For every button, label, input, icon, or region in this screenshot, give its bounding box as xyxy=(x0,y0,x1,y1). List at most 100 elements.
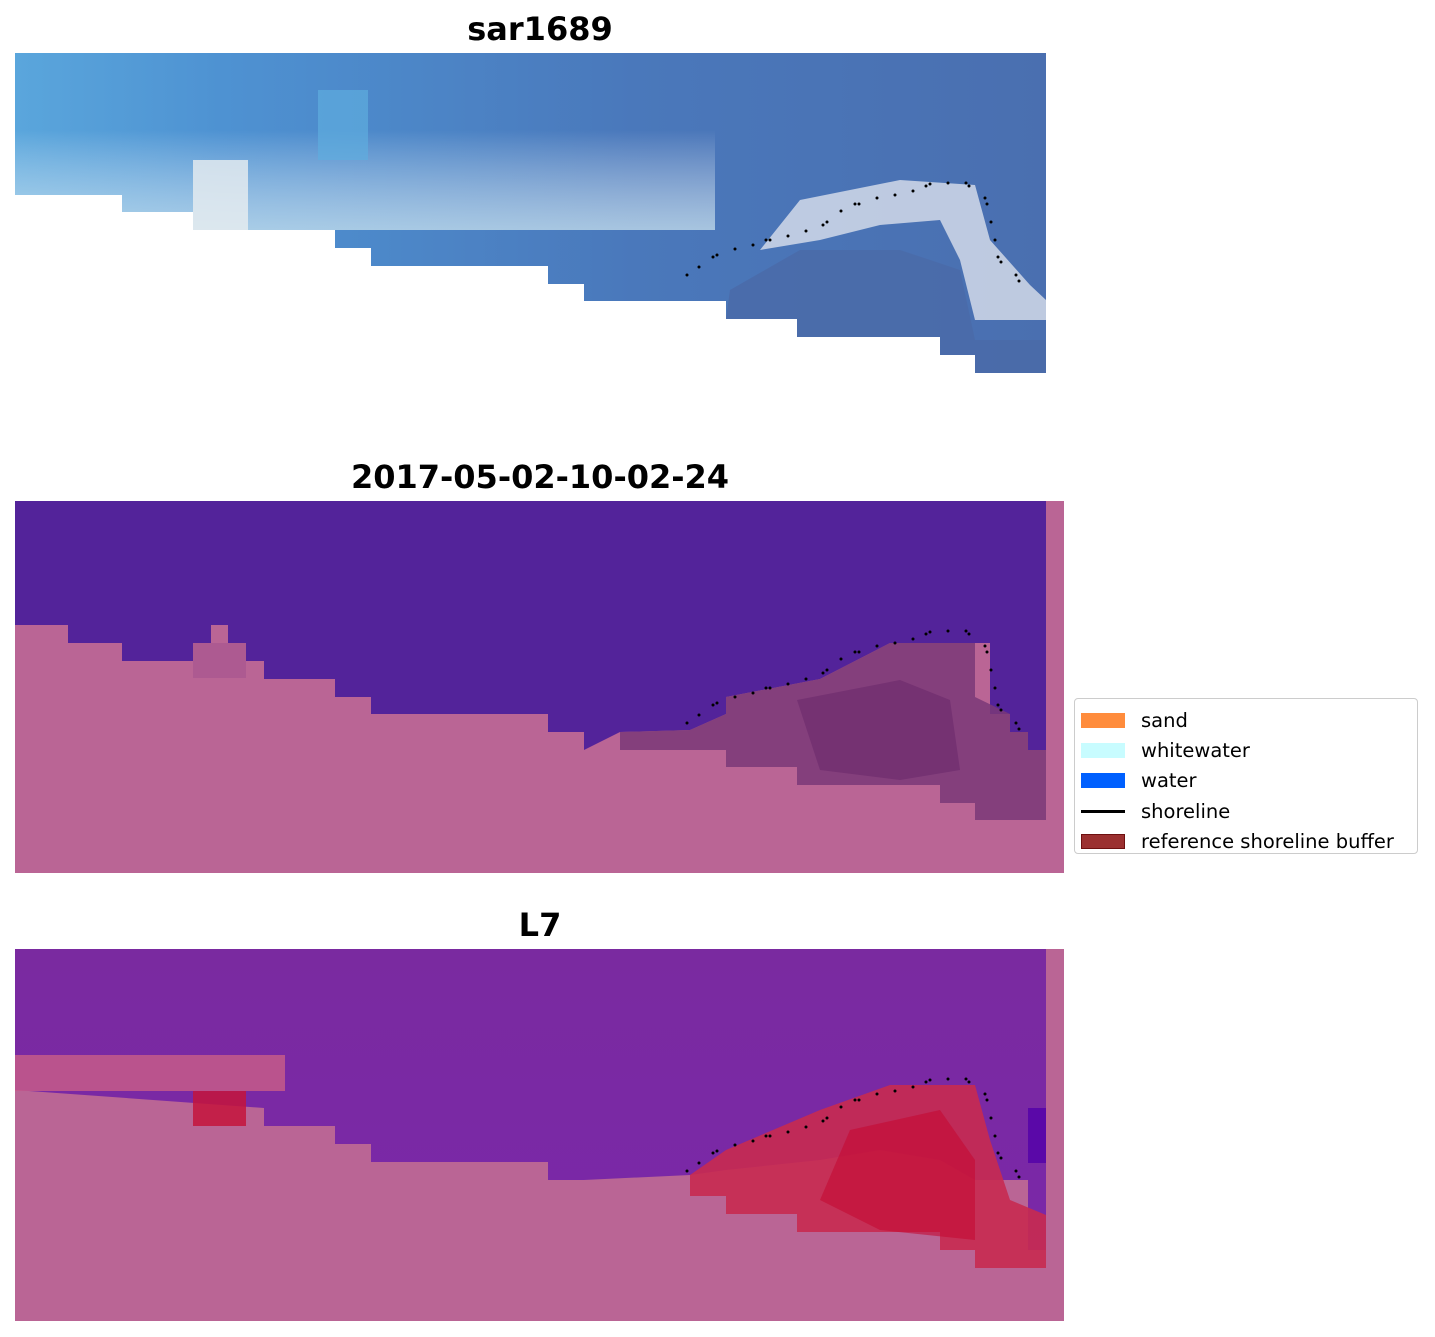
classified-image xyxy=(15,501,1064,873)
shoreline-point xyxy=(911,637,915,641)
water-swatch xyxy=(1081,773,1125,789)
shoreline-point xyxy=(697,713,701,717)
shoreline-point xyxy=(733,247,737,251)
shoreline-point xyxy=(1014,273,1018,277)
shoreline-point xyxy=(875,644,879,648)
no-data-region xyxy=(15,195,975,373)
shoreline-point xyxy=(1017,727,1021,731)
legend-label: whitewater xyxy=(1141,739,1250,763)
legend-label: sand xyxy=(1141,708,1188,732)
shoreline-point xyxy=(993,686,997,690)
shoreline-point xyxy=(685,273,689,277)
shoreline-point xyxy=(999,260,1003,264)
shoreline-point xyxy=(911,1085,915,1089)
shoreline-point xyxy=(733,1143,737,1147)
shoreline-point xyxy=(751,243,755,247)
shoreline-point xyxy=(715,701,719,705)
shoreline-point xyxy=(751,1139,755,1143)
whitewater-swatch xyxy=(1081,743,1125,759)
shoreline-point xyxy=(993,238,997,242)
shoreline-point xyxy=(964,629,968,633)
shoreline-point xyxy=(928,1078,932,1082)
shoreline-point xyxy=(946,1077,950,1081)
reference-buffer-swatch xyxy=(1081,834,1125,850)
legend-label: water xyxy=(1141,769,1197,793)
shoreline-point xyxy=(996,255,1000,259)
shoreline-point xyxy=(786,682,790,686)
shoreline-point xyxy=(946,629,950,633)
shoreline-point xyxy=(853,202,857,206)
shoreline-point xyxy=(999,1156,1003,1160)
water-class-region xyxy=(15,501,1046,750)
shoreline-point xyxy=(999,708,1003,712)
shoreline-point xyxy=(804,229,808,233)
shoreline-point xyxy=(768,1134,772,1138)
legend-item-sand: sand xyxy=(1081,705,1417,735)
shoreline-point xyxy=(967,632,971,636)
legend-item-reference-buffer: reference shoreline buffer xyxy=(1081,827,1417,857)
shoreline-point xyxy=(924,632,928,636)
shoreline-point xyxy=(989,1116,993,1120)
shoreline-point xyxy=(989,220,993,224)
shoreline-point xyxy=(857,202,861,206)
shoreline-point xyxy=(967,184,971,188)
shoreline-point xyxy=(768,238,772,242)
shoreline-point xyxy=(768,686,772,690)
shoreline-point xyxy=(1017,1175,1021,1179)
shoreline-point xyxy=(715,253,719,257)
legend-item-whitewater: whitewater xyxy=(1081,735,1417,765)
shoreline-point xyxy=(821,671,825,675)
shoreline-point xyxy=(764,238,768,242)
shoreline-point xyxy=(964,1077,968,1081)
shoreline-point xyxy=(924,1080,928,1084)
shoreline-point xyxy=(893,1089,897,1093)
shoreline-point xyxy=(893,641,897,645)
shoreline-point xyxy=(685,1169,689,1173)
shoreline-point xyxy=(985,202,989,206)
shoreline-point xyxy=(875,1092,879,1096)
shoreline-point xyxy=(985,650,989,654)
shoreline-point xyxy=(839,657,843,661)
shoreline-point xyxy=(711,255,715,259)
shoreline-point xyxy=(786,234,790,238)
legend-item-shoreline: shoreline xyxy=(1081,796,1417,826)
shoreline-point xyxy=(983,196,987,200)
shoreline-point xyxy=(786,1130,790,1134)
shoreline-point xyxy=(804,677,808,681)
shoreline-point xyxy=(911,189,915,193)
shoreline-point xyxy=(821,223,825,227)
shoreline-point xyxy=(853,650,857,654)
sar-image xyxy=(15,53,1046,373)
shoreline-point xyxy=(839,209,843,213)
shoreline-point xyxy=(825,668,829,672)
shoreline-point xyxy=(1014,721,1018,725)
shoreline-point xyxy=(764,1134,768,1138)
shoreline-point xyxy=(996,703,1000,707)
shoreline-point xyxy=(821,1119,825,1123)
shoreline-point xyxy=(946,181,950,185)
shoreline-point xyxy=(993,1134,997,1138)
shoreline-point xyxy=(685,721,689,725)
shoreline-point xyxy=(983,644,987,648)
shoreline-point xyxy=(1017,279,1021,283)
shoreline-point xyxy=(928,182,932,186)
shoreline-points xyxy=(685,181,1021,1179)
shoreline-point xyxy=(964,181,968,185)
shoreline-point xyxy=(1014,1169,1018,1173)
shoreline-point xyxy=(711,1151,715,1155)
shoreline-point xyxy=(839,1105,843,1109)
panel-title-sar: sar1689 xyxy=(467,10,613,48)
shoreline-point xyxy=(893,193,897,197)
shoreline-point xyxy=(715,1149,719,1153)
shoreline-point xyxy=(985,1098,989,1102)
shoreline-point xyxy=(825,220,829,224)
panel-title-classified: 2017-05-02-10-02-24 xyxy=(350,458,730,496)
shoreline-point xyxy=(804,1125,808,1129)
shoreline-point xyxy=(967,1080,971,1084)
shoreline-point xyxy=(711,703,715,707)
legend: sand whitewater water shoreline referenc… xyxy=(1074,698,1418,854)
legend-label: shoreline xyxy=(1141,799,1231,823)
l7-image xyxy=(15,949,1064,1321)
shoreline-point xyxy=(733,695,737,699)
